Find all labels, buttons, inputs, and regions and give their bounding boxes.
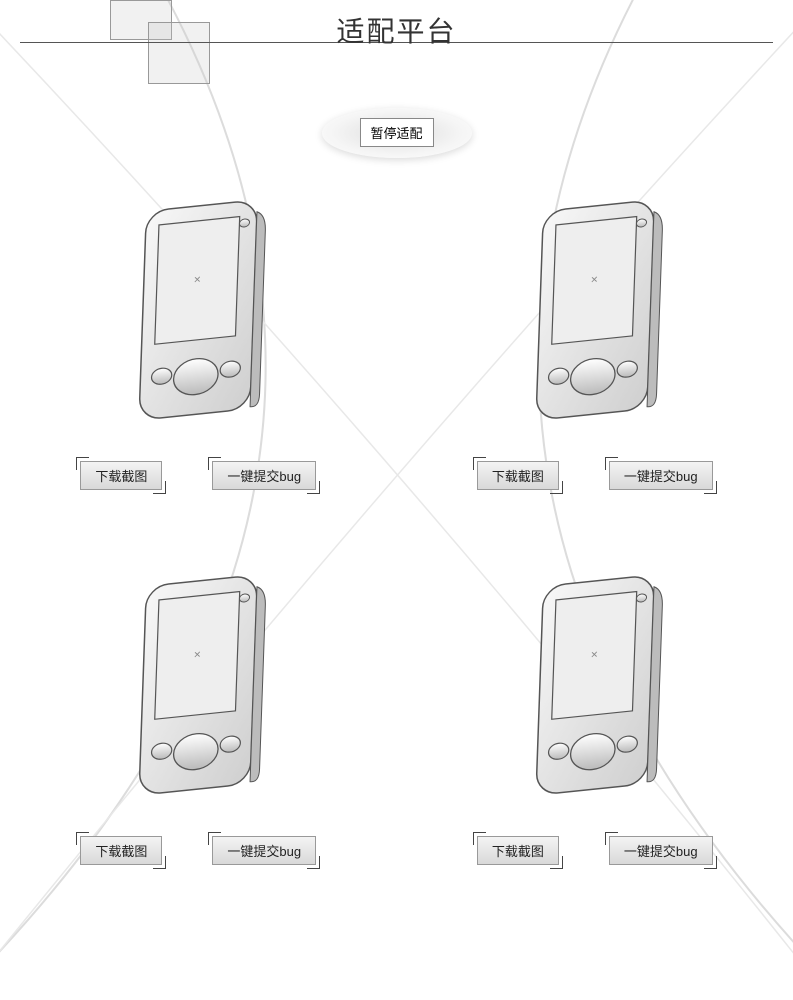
submit-bug-button[interactable]: 一键提交bug bbox=[212, 461, 316, 490]
device-cell: × 下载截图 一键提交bug bbox=[397, 175, 793, 490]
device-button-row: 下载截图 一键提交bug bbox=[80, 461, 316, 490]
device-button-row: 下载截图 一键提交bug bbox=[477, 461, 713, 490]
download-screenshot-button[interactable]: 下载截图 bbox=[80, 836, 162, 865]
device-cell: × 下载截图 一键提交bug bbox=[0, 175, 397, 490]
submit-bug-button[interactable]: 一键提交bug bbox=[212, 836, 316, 865]
header: 适配平台 bbox=[0, 0, 793, 95]
device-cell: × 下载截图 一键提交bug bbox=[397, 550, 793, 865]
device-button-row: 下载截图 一键提交bug bbox=[477, 836, 713, 865]
download-screenshot-button[interactable]: 下载截图 bbox=[477, 836, 559, 865]
svg-text:×: × bbox=[590, 647, 598, 662]
device-cell: × 下载截图 一键提交bug bbox=[0, 550, 397, 865]
download-screenshot-button[interactable]: 下载截图 bbox=[80, 461, 162, 490]
device-illustration: × bbox=[480, 175, 710, 455]
pause-area: 暂停适配 bbox=[359, 118, 433, 147]
device-illustration: × bbox=[480, 550, 710, 830]
pause-adaptation-button[interactable]: 暂停适配 bbox=[359, 118, 433, 147]
device-button-row: 下载截图 一键提交bug bbox=[80, 836, 316, 865]
device-illustration: × bbox=[83, 550, 313, 830]
device-illustration: × bbox=[83, 175, 313, 455]
svg-text:×: × bbox=[590, 272, 598, 287]
download-screenshot-button[interactable]: 下载截图 bbox=[477, 461, 559, 490]
submit-bug-button[interactable]: 一键提交bug bbox=[609, 836, 713, 865]
device-grid: × 下载截图 一键提交bug bbox=[0, 175, 793, 865]
svg-text:×: × bbox=[194, 272, 202, 287]
svg-text:×: × bbox=[194, 647, 202, 662]
page-title: 适配平台 bbox=[0, 10, 793, 50]
submit-bug-button[interactable]: 一键提交bug bbox=[609, 461, 713, 490]
